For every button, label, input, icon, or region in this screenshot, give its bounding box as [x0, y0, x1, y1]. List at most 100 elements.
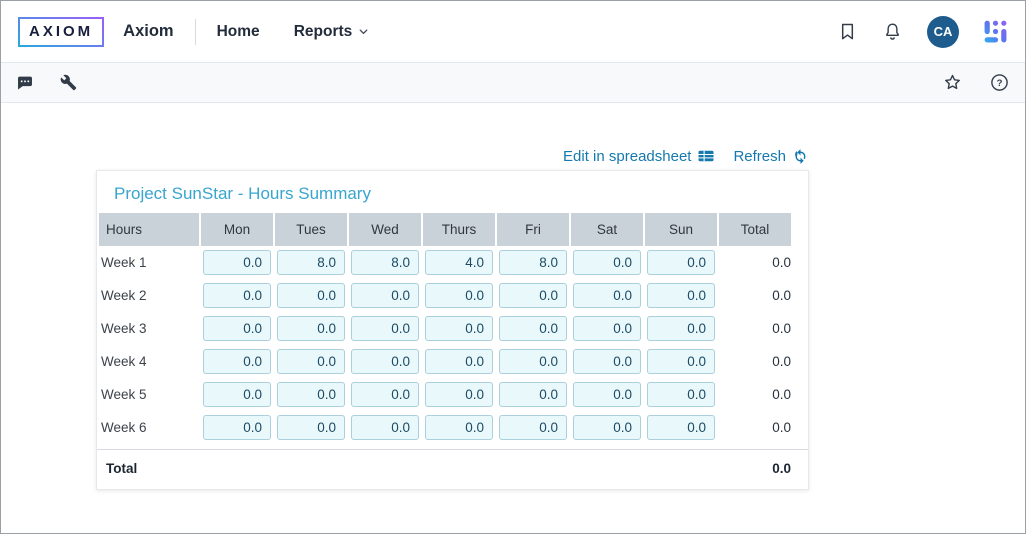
hours-input-week1-sun[interactable] — [647, 250, 715, 275]
edit-in-spreadsheet-link[interactable]: Edit in spreadsheet — [563, 147, 715, 165]
wrench-icon[interactable] — [60, 74, 77, 91]
hours-cell — [571, 316, 643, 341]
hours-input-week6-wed[interactable] — [351, 415, 419, 440]
hours-cell — [423, 382, 495, 407]
spreadsheet-icon — [697, 147, 715, 165]
comment-icon[interactable] — [16, 74, 34, 92]
hours-input-week5-sun[interactable] — [647, 382, 715, 407]
hours-input-week2-sat[interactable] — [573, 283, 641, 308]
hours-cell — [423, 283, 495, 308]
hours-cell — [645, 349, 717, 374]
hours-cell — [571, 250, 643, 275]
column-header-tues: Tues — [275, 213, 347, 246]
row-label: Week 2 — [101, 288, 147, 303]
refresh-label: Refresh — [733, 147, 786, 165]
hours-cell — [349, 250, 421, 275]
bell-icon[interactable] — [882, 21, 903, 42]
hours-input-week6-thurs[interactable] — [425, 415, 493, 440]
hours-input-week4-sat[interactable] — [573, 349, 641, 374]
hours-input-week3-tues[interactable] — [277, 316, 345, 341]
hours-input-week5-thurs[interactable] — [425, 382, 493, 407]
hours-input-week3-thurs[interactable] — [425, 316, 493, 341]
hours-cell — [571, 283, 643, 308]
hours-cell — [645, 382, 717, 407]
bookmark-icon[interactable] — [837, 21, 858, 42]
row-total: 0.0 — [772, 420, 791, 435]
hours-input-week4-wed[interactable] — [351, 349, 419, 374]
column-header-wed: Wed — [349, 213, 421, 246]
hours-input-week1-thurs[interactable] — [425, 250, 493, 275]
nav-reports-label: Reports — [293, 22, 353, 40]
table-total-row: Total 0.0 — [97, 449, 808, 486]
hours-input-week2-wed[interactable] — [351, 283, 419, 308]
hours-input-week1-wed[interactable] — [351, 250, 419, 275]
hours-input-week6-sun[interactable] — [647, 415, 715, 440]
hours-input-week4-mon[interactable] — [203, 349, 271, 374]
table-row: Week 4 0.0 — [97, 345, 808, 378]
help-icon[interactable]: ? — [989, 72, 1010, 93]
hours-input-week6-mon[interactable] — [203, 415, 271, 440]
avatar[interactable]: CA — [927, 15, 959, 48]
hours-input-week3-mon[interactable] — [203, 316, 271, 341]
hours-input-week4-sun[interactable] — [647, 349, 715, 374]
hours-cell — [645, 283, 717, 308]
column-header-thurs: Thurs — [423, 213, 495, 246]
header-divider — [194, 18, 196, 45]
refresh-link[interactable]: Refresh — [733, 148, 809, 165]
hours-input-week2-thurs[interactable] — [425, 283, 493, 308]
hours-input-week6-fri[interactable] — [499, 415, 567, 440]
hours-cell — [275, 316, 347, 341]
hours-input-week1-tues[interactable] — [277, 250, 345, 275]
nav-item-reports[interactable]: Reports — [294, 23, 371, 41]
hours-input-week1-mon[interactable] — [203, 250, 271, 275]
hours-input-week3-sat[interactable] — [573, 316, 641, 341]
hours-input-week6-tues[interactable] — [277, 415, 345, 440]
row-label: Week 6 — [101, 420, 147, 435]
hours-input-week5-tues[interactable] — [277, 382, 345, 407]
hours-cell — [497, 316, 569, 341]
hours-cell — [423, 316, 495, 341]
hours-input-week4-tues[interactable] — [277, 349, 345, 374]
hours-input-week3-sun[interactable] — [647, 316, 715, 341]
hours-input-week2-fri[interactable] — [499, 283, 567, 308]
hours-cell — [423, 250, 495, 275]
row-label: Week 1 — [101, 255, 147, 270]
hours-input-week2-sun[interactable] — [647, 283, 715, 308]
total-row-label: Total — [106, 460, 138, 476]
hours-input-week1-fri[interactable] — [499, 250, 567, 275]
hours-cell — [201, 283, 273, 308]
row-total: 0.0 — [772, 321, 791, 336]
hours-input-week1-sat[interactable] — [573, 250, 641, 275]
avatar-initials: CA — [933, 24, 953, 39]
hours-cell — [201, 250, 273, 275]
table-row: Week 5 0.0 — [97, 378, 808, 411]
hours-input-week4-fri[interactable] — [499, 349, 567, 374]
hours-cell — [497, 415, 569, 440]
nav-home-label: Home — [216, 22, 260, 40]
row-total: 0.0 — [772, 387, 791, 402]
svg-text:?: ? — [997, 78, 1003, 89]
hours-cell — [349, 316, 421, 341]
report-title: Project SunStar - Hours Summary — [114, 184, 371, 203]
hours-input-week5-sat[interactable] — [573, 382, 641, 407]
hours-cell — [571, 415, 643, 440]
hours-input-week6-sat[interactable] — [573, 415, 641, 440]
refresh-icon — [792, 148, 809, 165]
hours-input-week5-fri[interactable] — [499, 382, 567, 407]
hours-input-week4-thurs[interactable] — [425, 349, 493, 374]
nav-item-home[interactable]: Home — [217, 23, 260, 41]
axiom-logo[interactable]: AXIOM — [18, 16, 105, 47]
hours-cell — [349, 415, 421, 440]
hours-cell — [275, 382, 347, 407]
hours-input-week2-mon[interactable] — [203, 283, 271, 308]
hours-input-week3-wed[interactable] — [351, 316, 419, 341]
app-name: Axiom — [123, 22, 174, 40]
hours-cell — [201, 415, 273, 440]
hours-input-week5-mon[interactable] — [203, 382, 271, 407]
hours-cell — [497, 382, 569, 407]
hours-input-week3-fri[interactable] — [499, 316, 567, 341]
apps-grid-icon[interactable] — [983, 19, 1008, 44]
hours-input-week2-tues[interactable] — [277, 283, 345, 308]
star-icon[interactable] — [942, 72, 963, 93]
hours-input-week5-wed[interactable] — [351, 382, 419, 407]
